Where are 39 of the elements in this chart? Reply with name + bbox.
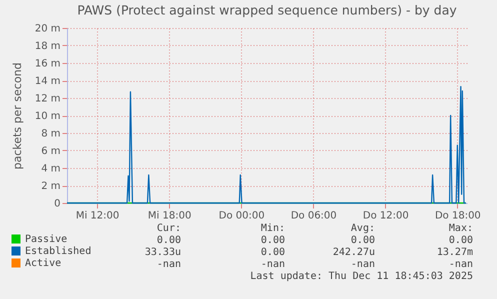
text: 0.00 [156, 235, 181, 246]
y-tick-label: 12 m [34, 94, 60, 104]
x-tick-label: Mi 18:00 [148, 210, 192, 222]
x-tick-label: Do 18:00 [434, 210, 481, 222]
text: Max: [448, 223, 473, 234]
text: 0.00 [260, 235, 285, 246]
y-tick-label: 18 m [34, 41, 60, 52]
y-tick-label: 0 [54, 198, 60, 210]
y-tick-label: 10 m [34, 111, 60, 122]
legend-label: Established [25, 246, 92, 257]
text: 242.27u [332, 247, 375, 258]
legend-label: Passive [25, 234, 68, 245]
text: Last update: Thu Dec 11 18:45:03 2025 [250, 271, 473, 282]
x-tick-label: Mi 12:00 [76, 210, 120, 222]
x-tick-label: Do 12:00 [362, 210, 409, 222]
text: 0.00 [350, 235, 375, 246]
text: 0.00 [260, 247, 285, 258]
y-tick-label: 8 m [41, 128, 60, 140]
x-tick-label: Do 00:00 [218, 210, 265, 222]
y-axis-title: packets per second [10, 62, 24, 170]
text: -nan [156, 259, 181, 270]
text: Avg: [350, 223, 375, 234]
text: Min: [260, 223, 285, 234]
y-tick-label: 6 m [41, 146, 60, 157]
text: 0.00 [448, 235, 473, 246]
x-tick-label: Do 06:00 [290, 210, 337, 222]
y-tick-label: 20 m [34, 24, 60, 34]
legend-label: Active [25, 258, 62, 269]
text: -nan [260, 259, 285, 270]
chart-title: PAWS (Protect against wrapped sequence numbers) - by day [77, 2, 458, 18]
y-tick-label: 2 m [41, 181, 60, 192]
text: 33.33u [144, 247, 181, 258]
text: -nan [350, 259, 375, 270]
text: Cur: [156, 223, 181, 234]
y-tick-label: 4 m [41, 164, 60, 174]
text: 13.27m [436, 247, 473, 258]
text: -nan [448, 259, 473, 270]
y-tick-label: 16 m [34, 58, 60, 70]
y-tick-label: 14 m [34, 76, 60, 87]
